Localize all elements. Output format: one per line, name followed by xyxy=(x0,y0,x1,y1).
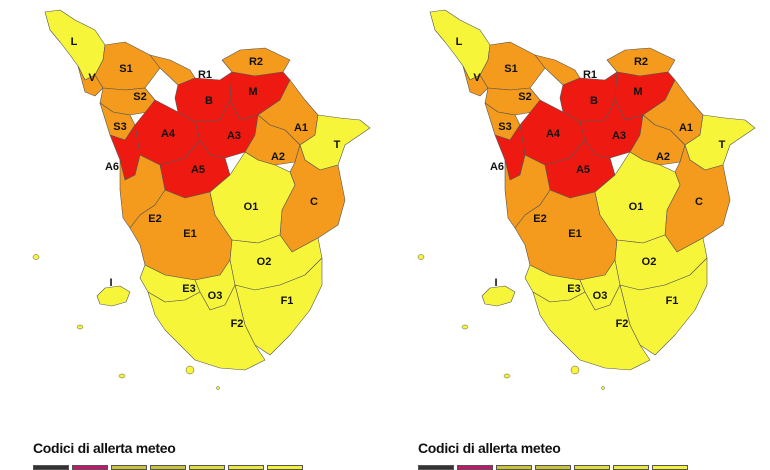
zone-label-a5: A5 xyxy=(576,164,590,176)
zone-label-a5: A5 xyxy=(191,164,205,176)
legend-swatches-right xyxy=(418,465,688,470)
zone-label-i: I xyxy=(494,277,497,289)
zone-label-v: V xyxy=(88,72,96,84)
zone-label-s3: S3 xyxy=(113,121,126,133)
zone-label-c: C xyxy=(695,196,703,208)
zone-label-s2: S2 xyxy=(133,91,146,103)
legend-swatch xyxy=(418,465,454,470)
legend-swatch xyxy=(613,465,649,470)
zone-label-o2: O2 xyxy=(257,256,272,268)
zone-label-e1: E1 xyxy=(183,228,196,240)
legend-swatch xyxy=(33,465,69,470)
alert-map-right-svg: L V S1 S2 S3 R1 R2 B M A4 A3 A5 A6 A1 A2 T C E2 E1 O1 O2 E3 O3… xyxy=(417,9,756,390)
zone-label-o2: O2 xyxy=(642,256,657,268)
zone-label-l: L xyxy=(456,36,463,48)
legend-swatch xyxy=(189,465,225,470)
zone-i xyxy=(481,285,516,307)
zone-i xyxy=(96,285,131,307)
zone-label-r1: R1 xyxy=(583,69,597,81)
legend-swatch xyxy=(111,465,147,470)
zone-label-t: T xyxy=(719,139,726,151)
zone-label-o3: O3 xyxy=(208,290,223,302)
zone-label-e2: E2 xyxy=(148,213,161,225)
zone-label-v: V xyxy=(473,72,481,84)
zone-label-f2: F2 xyxy=(231,318,244,330)
zone-label-a4: A4 xyxy=(161,128,176,140)
zone-label-e3: E3 xyxy=(567,283,580,295)
island-5 xyxy=(216,386,220,390)
legend-swatch xyxy=(496,465,532,470)
legend-swatch xyxy=(652,465,688,470)
zone-f2 xyxy=(532,284,651,371)
island-1 xyxy=(32,254,40,260)
zone-label-a6: A6 xyxy=(105,161,119,173)
island-1 xyxy=(417,254,425,260)
zone-label-t: T xyxy=(334,139,341,151)
island-4 xyxy=(118,373,126,379)
zone-label-o1: O1 xyxy=(629,201,644,213)
zone-label-o1: O1 xyxy=(244,201,259,213)
legend-swatches-left xyxy=(33,465,303,470)
alert-map-left: L V S1 S2 S3 R1 R2 B M A4 A3 A5 A6 A1 A2 T C E2 E1 O1 O2 E3 O3… xyxy=(0,0,385,400)
island-3 xyxy=(570,365,580,375)
zone-label-a2: A2 xyxy=(271,151,285,163)
zone-label-s3: S3 xyxy=(498,121,511,133)
legend-swatch xyxy=(535,465,571,470)
island-4 xyxy=(503,373,511,379)
zone-label-s1: S1 xyxy=(504,63,517,75)
island-2 xyxy=(76,324,84,330)
island-3 xyxy=(185,365,195,375)
zone-label-f2: F2 xyxy=(616,318,629,330)
zone-label-a6: A6 xyxy=(490,161,504,173)
legend-title-left: Codici di allerta meteo xyxy=(33,440,176,456)
zone-f2 xyxy=(147,284,266,371)
island-5 xyxy=(601,386,605,390)
zone-label-a1: A1 xyxy=(679,122,693,134)
zone-label-e1: E1 xyxy=(568,228,581,240)
legend-swatch xyxy=(150,465,186,470)
zone-label-c: C xyxy=(310,196,318,208)
zone-label-r1: R1 xyxy=(198,69,212,81)
island-2 xyxy=(461,324,469,330)
zone-label-r2: R2 xyxy=(249,56,263,68)
legend-swatch xyxy=(267,465,303,470)
legend-swatch xyxy=(457,465,493,470)
zone-label-a1: A1 xyxy=(294,122,308,134)
zone-label-i: I xyxy=(109,277,112,289)
legend-swatch xyxy=(228,465,264,470)
zone-label-m: M xyxy=(633,86,642,98)
legend-title-right: Codici di allerta meteo xyxy=(418,440,561,456)
zone-label-a3: A3 xyxy=(612,130,626,142)
zone-label-o3: O3 xyxy=(593,290,608,302)
legend-swatch xyxy=(72,465,108,470)
zone-label-a3: A3 xyxy=(227,130,241,142)
zone-label-e3: E3 xyxy=(182,283,195,295)
zone-label-b: B xyxy=(205,95,213,107)
zone-label-s1: S1 xyxy=(119,63,132,75)
zone-label-a2: A2 xyxy=(656,151,670,163)
zone-label-a4: A4 xyxy=(546,128,561,140)
zone-label-e2: E2 xyxy=(533,213,546,225)
zone-label-m: M xyxy=(248,86,257,98)
legend-swatch xyxy=(574,465,610,470)
zone-label-b: B xyxy=(590,95,598,107)
alert-map-right: L V S1 S2 S3 R1 R2 B M A4 A3 A5 A6 A1 A2 T C E2 E1 O1 O2 E3 O3… xyxy=(385,0,770,400)
zone-label-l: L xyxy=(71,36,78,48)
zone-label-s2: S2 xyxy=(518,91,531,103)
alert-map-left-svg: L V S1 S2 S3 R1 R2 B M A4 A3 A5 A6 A1 A2 T C E2 E1 O1 O2 E3 O3… xyxy=(32,9,371,390)
zone-label-r2: R2 xyxy=(634,56,648,68)
zone-label-f1: F1 xyxy=(666,295,679,307)
zone-label-f1: F1 xyxy=(281,295,294,307)
